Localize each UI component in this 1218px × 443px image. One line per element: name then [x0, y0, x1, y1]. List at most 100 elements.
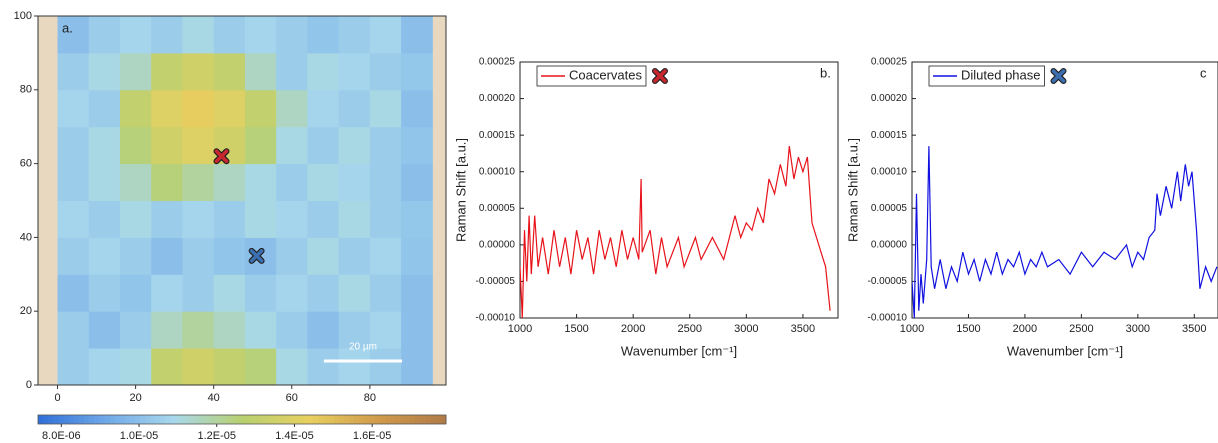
colorbar-segment [180, 415, 187, 424]
heatmap-cell [57, 311, 90, 349]
y-tick-label: 80 [20, 84, 32, 96]
heatmap-cell [151, 348, 183, 386]
heatmap-cell [338, 126, 371, 165]
marker [1051, 69, 1066, 83]
colorbar-segment [440, 415, 447, 424]
colorbar-segment [242, 415, 248, 424]
colorbar-segment [435, 415, 442, 424]
heatmap-cell [369, 52, 402, 91]
heatmap-cell [276, 16, 308, 54]
colorbar-segment [282, 415, 289, 424]
heatmap-cell [213, 348, 246, 386]
colorbar-segment [415, 415, 421, 424]
y-tick-label: 20 [20, 305, 32, 317]
heatmap-cell [88, 274, 121, 312]
heatmap-cell [57, 126, 90, 165]
y-tick-label: 0.00005 [479, 203, 516, 214]
colorbar-segment [420, 415, 427, 424]
y-tick-label: 0.00020 [871, 93, 908, 104]
heatmap-cell [369, 16, 402, 54]
heatmap-cell [369, 237, 402, 275]
colorbar-segment [252, 415, 258, 424]
heatmap-cell [338, 89, 371, 128]
heatmap-cell [182, 16, 215, 54]
colorbar-segment [333, 415, 340, 424]
colorbar-frame [37, 414, 447, 425]
heatmap-cell [369, 348, 402, 386]
colorbar-segment [369, 415, 376, 424]
y-tick-label: 0.00015 [871, 130, 908, 141]
heatmap-cell [244, 16, 277, 54]
colorbar-segment [400, 415, 406, 424]
colorbar-segment [119, 415, 126, 424]
heatmap-cell [151, 163, 183, 201]
colorbar-segment [38, 415, 44, 424]
heatmap-cell [369, 274, 402, 312]
heatmap-cell [244, 126, 277, 165]
y-tick-label: -0.00010 [868, 313, 908, 324]
colorbar-segment [185, 415, 192, 424]
marker [214, 149, 229, 164]
colorbar-segment [384, 415, 391, 424]
colorbar-segment [145, 415, 151, 424]
y-tick-label: -0.00005 [868, 276, 908, 287]
y-tick-label: 0 [26, 379, 32, 391]
colorbar-tick-label: 1.0E-05 [120, 430, 159, 442]
plot-frame [37, 15, 447, 386]
plot-area [520, 146, 831, 318]
y-tick-label: 0.00010 [479, 166, 516, 177]
heatmap-cell [182, 348, 215, 386]
legend-label: Coacervates [569, 67, 642, 82]
colorbar-segment [83, 415, 90, 424]
heatmap-cell [88, 16, 121, 54]
colorbar-segment [430, 415, 437, 424]
colorbar-segment [109, 415, 115, 424]
colorbar-segment [364, 415, 370, 424]
colorbar-segment [247, 415, 253, 424]
heatmap-cell [213, 16, 246, 54]
heatmap-cell [244, 200, 277, 238]
heatmap-cell [182, 52, 215, 91]
heatmap-cell [182, 274, 215, 312]
heatmap-cell [88, 348, 121, 386]
colorbar-segment [58, 415, 64, 424]
colorbar-segment [410, 415, 416, 424]
map-marker [248, 247, 265, 264]
heatmap-cell [213, 237, 246, 275]
heatmap-cell [151, 200, 183, 238]
heatmap-cell [276, 274, 308, 312]
heatmap-cell [369, 200, 402, 238]
colorbar-segment [257, 415, 263, 424]
heatmap-cell [119, 163, 152, 201]
colorbar-segment [216, 415, 223, 424]
heatmap-cell [307, 163, 340, 201]
heatmap-cell [182, 200, 215, 238]
heatmap-cell [307, 274, 340, 312]
x-tick-label: 1000 [508, 323, 532, 335]
x-tick-label: 40 [208, 392, 220, 404]
heatmap-cell [213, 89, 246, 128]
heatmap-cell [338, 16, 371, 54]
colorbar-segment [267, 415, 274, 424]
panel-label: b. [820, 65, 831, 80]
x-tick-label: 2000 [621, 323, 645, 335]
map-marker [213, 148, 230, 165]
heatmap-cell [151, 52, 183, 91]
colorbar-segment [349, 415, 355, 424]
x-tick-label: 3000 [1126, 323, 1150, 335]
heatmap-cell [57, 274, 90, 312]
colorbar-segment [206, 415, 212, 424]
heatmap-cell [401, 237, 433, 275]
colorbar-segment [134, 415, 141, 424]
colorbar-segment [140, 415, 146, 424]
heatmap-cell [276, 348, 308, 386]
heatmap-cell [57, 89, 90, 128]
heatmap-cell [88, 52, 121, 91]
heatmap-cell [401, 200, 433, 238]
y-axis-title: Raman Shift [a.u.] [845, 138, 860, 242]
heatmap-cell [338, 237, 371, 275]
y-tick-label: -0.00010 [476, 313, 516, 324]
heatmap-cell [213, 311, 246, 349]
heatmap-cell [119, 16, 152, 54]
heatmap-cell [307, 52, 340, 91]
